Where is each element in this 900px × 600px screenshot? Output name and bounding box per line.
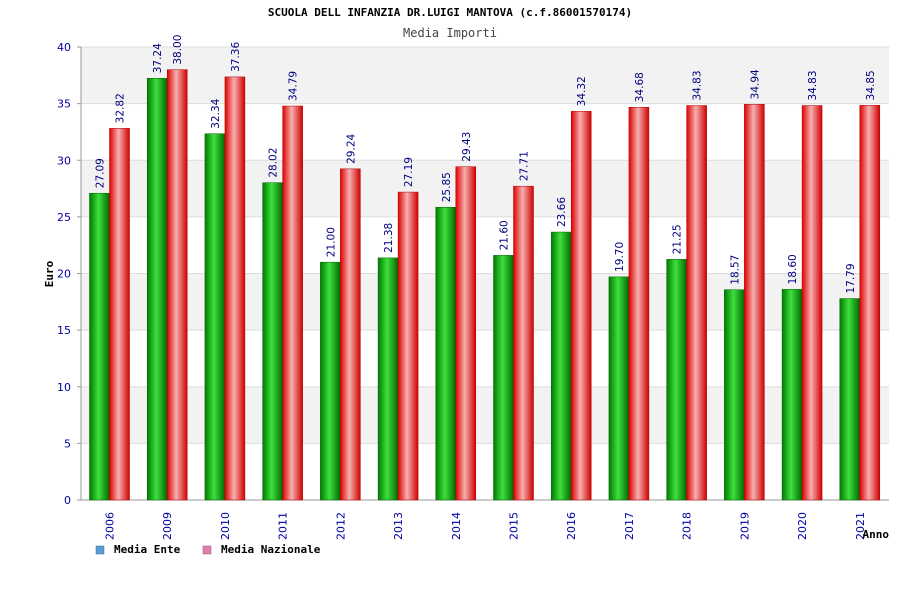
data-label-nazionale: 34.85 (865, 70, 877, 100)
grid-band (81, 160, 889, 217)
bar-ente (320, 261, 341, 501)
bar-ente (377, 257, 399, 501)
x-tick-label: 2009 (161, 512, 174, 540)
data-label-ente: 21.00 (325, 227, 337, 257)
y-tick-label: 25 (57, 211, 71, 224)
data-label-nazionale: 34.32 (576, 76, 588, 106)
x-tick-label: 2015 (508, 512, 521, 540)
x-axis-label: Anno (863, 528, 890, 541)
data-label-ente: 17.79 (845, 263, 857, 293)
bar-nazionale (744, 104, 765, 501)
x-tick-label: 2010 (219, 512, 232, 540)
data-label-ente: 18.60 (787, 254, 799, 284)
data-label-nazionale: 34.83 (692, 70, 704, 100)
y-tick-label: 0 (64, 494, 71, 507)
x-tick-label: 2019 (738, 512, 751, 540)
bar-nazionale (455, 166, 477, 501)
data-label-nazionale: 29.24 (345, 133, 357, 163)
y-tick-label: 20 (57, 268, 71, 281)
x-tick-label: 2021 (854, 512, 867, 540)
bar-nazionale (224, 76, 246, 501)
bar-ente (435, 206, 457, 501)
bar-ente (608, 276, 630, 501)
chart-title: SCUOLA DELL INFANZIA DR.LUIGI MANTOVA (c… (268, 6, 632, 19)
grid-band (81, 47, 889, 104)
data-label-nazionale: 29.43 (461, 132, 473, 162)
y-tick-label: 10 (57, 381, 71, 394)
y-tick-label: 15 (57, 324, 71, 337)
y-tick-label: 30 (57, 154, 71, 167)
bar-ente (204, 133, 226, 501)
y-tick-label: 35 (57, 98, 71, 111)
bar-ente (89, 192, 110, 501)
bar-nazionale (628, 106, 650, 501)
data-label-nazionale: 37.36 (230, 42, 242, 72)
legend-swatch-nazionale (202, 545, 212, 555)
x-tick-label: 2017 (623, 512, 636, 540)
legend: Media Ente Media Nazionale (95, 543, 321, 556)
bar-nazionale (686, 105, 707, 501)
y-tick-label: 40 (57, 41, 71, 54)
bar-nazionale (570, 111, 592, 501)
x-tick-label: 2006 (104, 512, 117, 540)
data-label-nazionale: 34.83 (807, 70, 819, 100)
x-tick-label: 2011 (277, 512, 290, 540)
data-label-ente: 21.25 (672, 224, 684, 254)
bar-ente (493, 255, 514, 501)
bar-nazionale (166, 69, 188, 501)
data-label-nazionale: 38.00 (172, 35, 184, 65)
bar-nazionale (109, 128, 130, 501)
bar-ente (781, 289, 803, 501)
data-label-nazionale: 32.82 (115, 93, 127, 123)
bar-ente (839, 298, 861, 501)
data-label-ente: 37.24 (152, 43, 164, 73)
legend-label-ente: Media Ente (114, 543, 181, 556)
bar-ente (550, 231, 572, 501)
data-label-nazionale: 34.79 (288, 71, 300, 101)
bar-ente (146, 78, 168, 501)
data-label-nazionale: 27.19 (403, 157, 415, 187)
x-tick-label: 2013 (392, 512, 405, 540)
x-tick-label: 2014 (450, 512, 463, 540)
legend-swatch-ente (95, 545, 105, 555)
data-label-ente: 23.66 (556, 197, 568, 227)
data-label-ente: 27.09 (95, 158, 107, 188)
x-tick-label: 2012 (334, 512, 347, 540)
plot-area: 0 5 10 15 20 25 30 35 40 27.09 32.82 2006 37.24 38.00… (57, 35, 889, 540)
grid-band (81, 386, 889, 444)
data-label-nazionale: 34.68 (634, 72, 646, 102)
y-tick-label: 5 (64, 437, 71, 450)
data-label-ente: 19.70 (614, 242, 626, 272)
chart-subtitle: Media Importi (403, 26, 497, 40)
x-tick-label: 2020 (796, 512, 809, 540)
bar-ente (724, 289, 745, 501)
bar-nazionale (513, 185, 534, 501)
bar-nazionale (397, 191, 419, 501)
bar-nazionale (859, 105, 881, 501)
legend-label-nazionale: Media Nazionale (221, 543, 321, 556)
y-axis-label: Euro (43, 260, 56, 287)
data-label-ente: 21.38 (383, 223, 395, 253)
bar-nazionale (282, 105, 303, 501)
bar-nazionale (340, 168, 361, 501)
bar-ente (666, 259, 687, 501)
data-label-ente: 21.60 (499, 220, 511, 250)
data-label-ente: 25.85 (441, 172, 453, 202)
x-tick-label: 2018 (681, 512, 694, 540)
data-label-ente: 28.02 (268, 148, 280, 178)
data-label-ente: 32.34 (210, 98, 222, 128)
grid-band (81, 273, 889, 331)
bar-nazionale (801, 105, 823, 501)
data-label-nazionale: 34.94 (749, 69, 761, 99)
x-tick-label: 2016 (565, 512, 578, 540)
data-label-ente: 18.57 (729, 255, 741, 285)
bar-ente (262, 182, 283, 501)
data-label-nazionale: 27.71 (519, 151, 531, 181)
